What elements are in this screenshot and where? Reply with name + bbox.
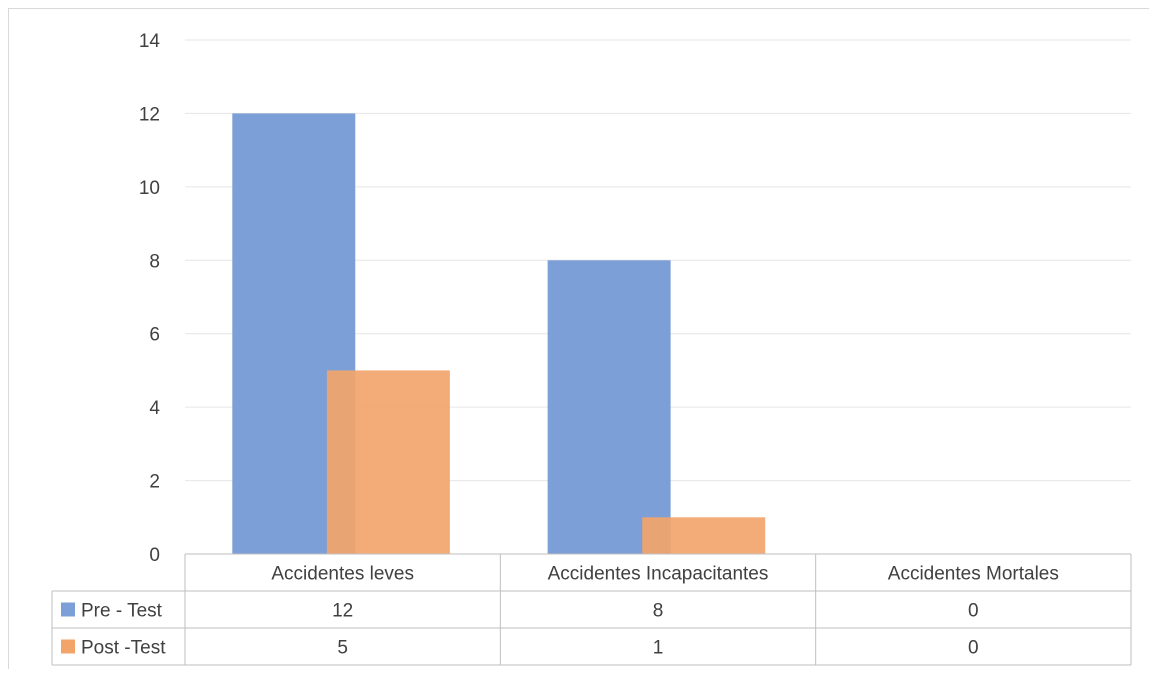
y-tick-label: 0: [149, 545, 160, 566]
y-tick-label: 12: [139, 104, 160, 125]
y-tick-label: 2: [149, 472, 160, 493]
data-table: Accidentes leves Accidentes Incapacitante…: [51, 553, 1132, 666]
y-tick-label: 8: [149, 251, 160, 272]
bar-post-test: [642, 517, 766, 554]
y-axis-ticks: 0 2 4 6 8 10 12 14: [139, 31, 161, 566]
legend-key: [61, 639, 75, 654]
legend-label: Pre - Test: [81, 601, 163, 622]
category-label: Accidentes Incapacitantes: [548, 564, 769, 585]
y-tick-label: 14: [139, 31, 161, 52]
bar-pre-test: [547, 260, 671, 554]
table-value: 8: [653, 601, 664, 622]
table-value: 1: [653, 638, 664, 659]
bars: [232, 113, 766, 554]
table-value: 0: [968, 601, 979, 622]
legend-label: Post -Test: [81, 638, 166, 659]
legend-key: [61, 602, 75, 617]
table-value: 12: [332, 601, 353, 622]
bar-post-test: [326, 370, 450, 554]
category-label: Accidentes Mortales: [888, 564, 1059, 585]
y-tick-label: 6: [149, 325, 160, 346]
category-label: Accidentes leves: [271, 564, 414, 585]
y-tick-label: 10: [139, 178, 160, 199]
y-tick-label: 4: [149, 398, 160, 419]
table-value: 5: [337, 638, 348, 659]
table-value: 0: [968, 638, 979, 659]
